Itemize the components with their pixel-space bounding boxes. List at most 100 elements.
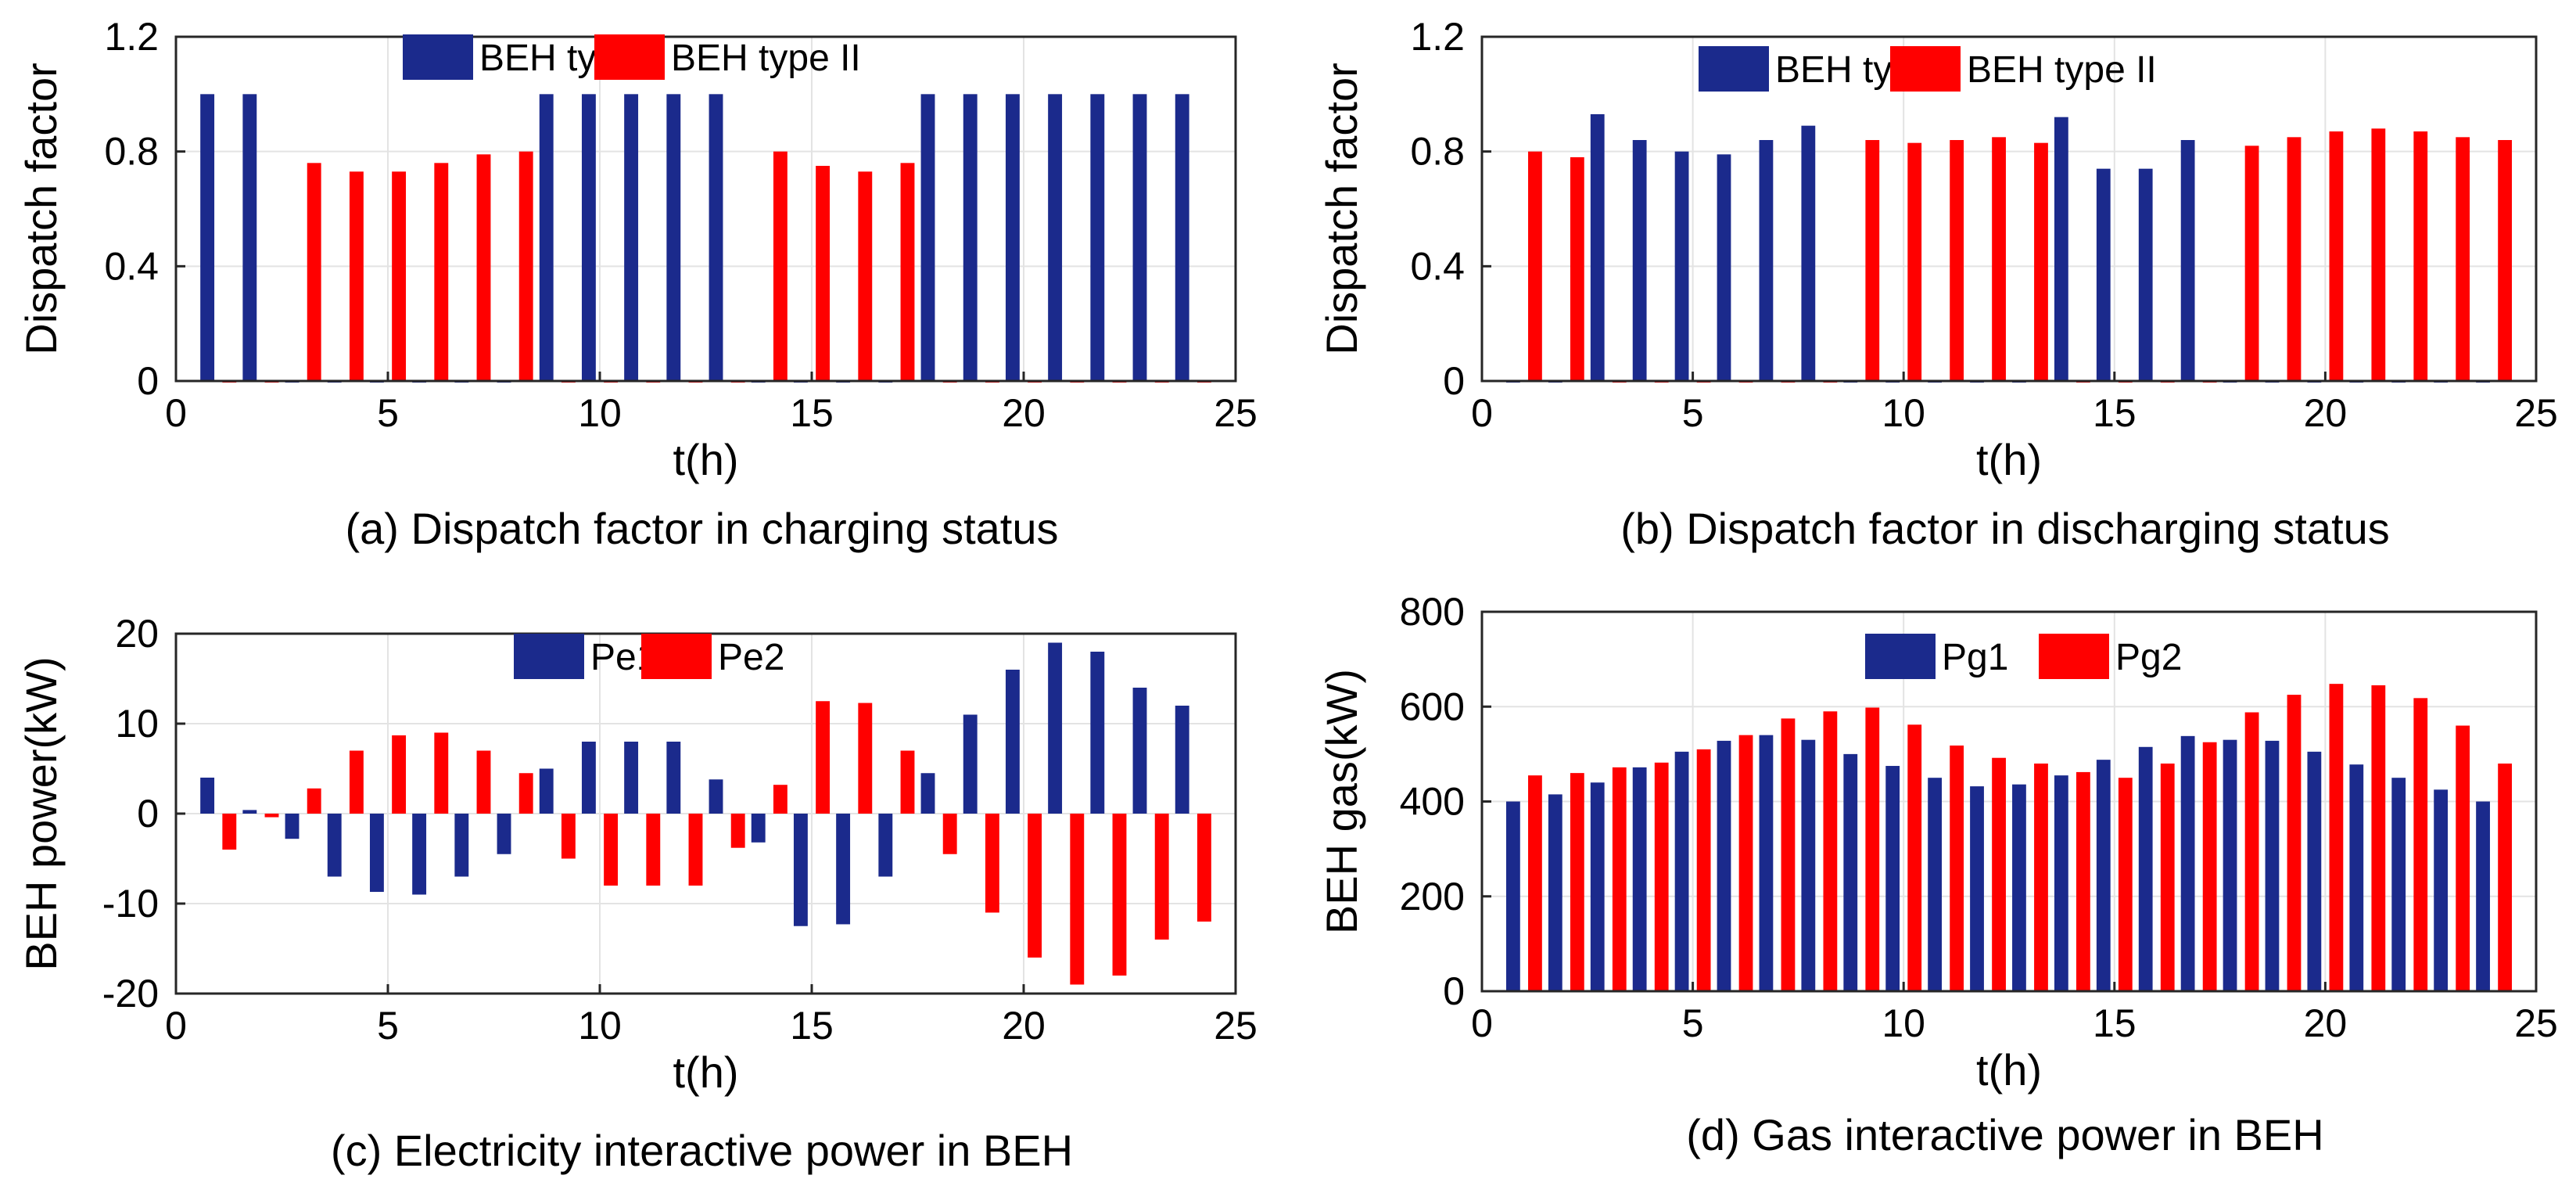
bar-pe2-t12 bbox=[688, 814, 703, 886]
bar-pe1-t11 bbox=[624, 742, 639, 814]
bar-pg2-t20 bbox=[2329, 684, 2344, 991]
bar-pe2-t8 bbox=[518, 773, 533, 814]
bar-pg1-t24 bbox=[2476, 801, 2490, 991]
bar-pe1-t2 bbox=[242, 810, 257, 814]
bar-pe1-t14 bbox=[751, 814, 766, 843]
bar-beh-type-i-t11 bbox=[624, 94, 639, 381]
legend-label: Pg2 bbox=[2115, 637, 2182, 678]
bar-pe1-t20 bbox=[1005, 670, 1020, 814]
bar-pe1-t22 bbox=[1090, 652, 1105, 814]
x-tick-label: 15 bbox=[790, 1004, 834, 1048]
bar-pg1-t15 bbox=[2096, 760, 2111, 991]
y-tick-label: 0 bbox=[137, 792, 159, 836]
x-tick-label: 25 bbox=[2514, 1001, 2558, 1045]
bar-pe2-t15 bbox=[816, 701, 831, 814]
bar-beh-type-ii-t17 bbox=[900, 163, 915, 382]
bar-pe2-t24 bbox=[1197, 814, 1211, 922]
legend-swatch-pe1 bbox=[514, 634, 584, 679]
bar-beh-type-ii-t18 bbox=[2244, 146, 2259, 382]
bar-beh-type-i-t1 bbox=[200, 94, 215, 381]
y-axis-label: BEH gas(kW) bbox=[1317, 669, 1366, 934]
chart-caption: (c) Electricity interactive power in BEH bbox=[331, 1126, 1073, 1175]
bar-pg2-t23 bbox=[2456, 725, 2470, 991]
y-tick-label: 10 bbox=[115, 702, 159, 746]
bar-pg1-t6 bbox=[1717, 740, 1731, 991]
bar-pg1-t3 bbox=[1590, 782, 1605, 991]
y-tick-label: 0.8 bbox=[1410, 130, 1465, 174]
y-axis-label: BEH power(kW) bbox=[16, 656, 66, 970]
x-tick-label: 10 bbox=[578, 1004, 622, 1048]
y-tick-label: -10 bbox=[102, 882, 159, 925]
bar-beh-type-i-t14 bbox=[2054, 117, 2068, 381]
bar-beh-type-i-t8 bbox=[1801, 125, 1816, 381]
bar-beh-type-i-t9 bbox=[539, 94, 554, 381]
y-tick-label: 200 bbox=[1400, 875, 1465, 918]
bar-pg1-t1 bbox=[1506, 801, 1520, 991]
y-tick-label: 0.8 bbox=[104, 130, 159, 174]
bar-pg2-t18 bbox=[2244, 712, 2259, 991]
bar-beh-type-ii-t5 bbox=[392, 171, 407, 382]
x-axis-label: t(h) bbox=[673, 1048, 739, 1097]
x-tick-label: 15 bbox=[2093, 391, 2137, 435]
legend-swatch-pg1 bbox=[1865, 634, 1936, 679]
x-tick-label: 0 bbox=[165, 391, 187, 435]
chart-2: 0 5 10 15 20 25 0 0.4 0.8 1.2 t(h) Dispatch factor (… bbox=[1317, 15, 2558, 553]
bar-beh-type-i-t7 bbox=[1759, 140, 1774, 381]
bar-pe2-t23 bbox=[1154, 814, 1169, 940]
bar-pg1-t11 bbox=[1928, 778, 1942, 991]
bar-pe1-t8 bbox=[497, 814, 511, 854]
bar-pe1-t17 bbox=[878, 814, 893, 877]
bar-pg2-t24 bbox=[2498, 764, 2512, 991]
legend-label: BEH type II bbox=[1967, 49, 2157, 91]
bar-pg1-t18 bbox=[2223, 739, 2237, 991]
bar-beh-type-i-t4 bbox=[1632, 140, 1647, 381]
bar-pe1-t7 bbox=[454, 814, 469, 877]
bar-pg1-t5 bbox=[1674, 751, 1689, 991]
bar-pg2-t14 bbox=[2076, 771, 2090, 991]
legend-swatch-beh-type-ii bbox=[594, 34, 665, 80]
bar-beh-type-i-t6 bbox=[1717, 154, 1731, 382]
bar-pe2-t7 bbox=[476, 750, 491, 814]
bar-beh-type-i-t20 bbox=[1005, 94, 1020, 381]
bar-pe2-t17 bbox=[900, 750, 915, 814]
bar-pe1-t12 bbox=[666, 742, 681, 814]
bar-pe2-t3 bbox=[307, 788, 321, 814]
x-tick-label: 5 bbox=[377, 391, 399, 435]
bar-pg2-t4 bbox=[1654, 762, 1669, 991]
bar-pg2-t2 bbox=[1570, 773, 1584, 991]
bar-pe1-t24 bbox=[1175, 706, 1189, 814]
bar-pe1-t9 bbox=[539, 768, 554, 814]
chart-1: 0 5 10 15 20 25 0 0.4 0.8 1.2 t(h) Dispatch factor (… bbox=[16, 15, 1258, 553]
bar-pg2-t1 bbox=[1528, 775, 1542, 991]
bar-pg2-t19 bbox=[2287, 695, 2302, 991]
bar-beh-type-i-t3 bbox=[1590, 114, 1605, 381]
bar-beh-type-ii-t24 bbox=[2498, 140, 2512, 381]
bar-pe2-t13 bbox=[730, 814, 745, 848]
plot-area bbox=[176, 37, 1236, 381]
x-axis-label: t(h) bbox=[1976, 435, 2042, 484]
legend: BEH type I BEH type II bbox=[1699, 46, 2157, 92]
bar-beh-type-i-t17 bbox=[2180, 140, 2195, 381]
bar-pg1-t9 bbox=[1843, 753, 1858, 991]
bar-pe2-t2 bbox=[264, 814, 279, 818]
bar-beh-type-ii-t14 bbox=[773, 151, 788, 381]
x-axis-label: t(h) bbox=[1976, 1045, 2042, 1094]
bar-beh-type-ii-t13 bbox=[2034, 142, 2048, 381]
bar-pg2-t12 bbox=[1992, 757, 2006, 991]
chart-caption: (d) Gas interactive power in BEH bbox=[1686, 1110, 2323, 1159]
bar-pg2-t11 bbox=[1950, 745, 1964, 991]
bar-pg1-t12 bbox=[1970, 786, 1984, 991]
bar-pe1-t16 bbox=[836, 814, 851, 925]
bar-pg2-t6 bbox=[1738, 735, 1753, 991]
bar-pg2-t7 bbox=[1781, 718, 1796, 991]
x-tick-label: 20 bbox=[1002, 1004, 1046, 1048]
bar-pg2-t10 bbox=[1907, 724, 1922, 991]
bar-beh-type-i-t22 bbox=[1090, 94, 1105, 381]
bar-pe2-t5 bbox=[392, 735, 407, 814]
bar-pe1-t5 bbox=[369, 814, 384, 893]
legend: BEH type I BEH type II bbox=[403, 34, 861, 80]
y-tick-label: 0 bbox=[1443, 359, 1465, 403]
y-tick-label: 1.2 bbox=[1410, 15, 1465, 59]
bar-pe1-t18 bbox=[920, 773, 935, 814]
bar-beh-type-ii-t15 bbox=[816, 166, 831, 381]
